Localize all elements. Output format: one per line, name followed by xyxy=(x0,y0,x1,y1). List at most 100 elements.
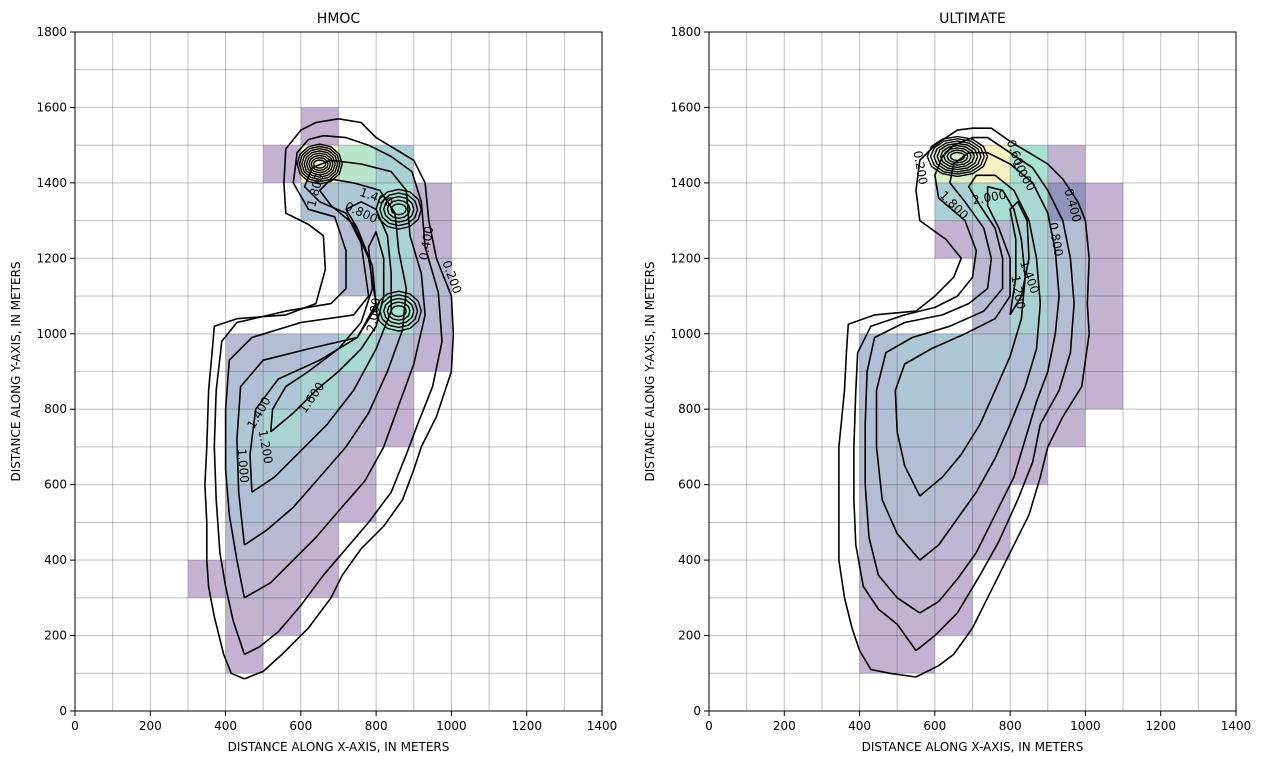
contour-line-peak xyxy=(301,147,339,181)
x-tick-label: 400 xyxy=(848,719,871,733)
concentration-cell xyxy=(300,446,339,485)
concentration-cell xyxy=(897,371,935,410)
concentration-cell xyxy=(897,560,935,598)
concentration-cell xyxy=(1010,333,1048,372)
concentration-cell xyxy=(1047,296,1086,334)
contour-line-peak xyxy=(390,304,407,318)
concentration-cell xyxy=(300,522,339,561)
x-tick-label: 1000 xyxy=(1070,719,1101,733)
concentration-cell xyxy=(300,107,339,146)
contour-line xyxy=(838,127,1090,678)
contour-line-peak xyxy=(375,188,422,230)
contour-line-peak xyxy=(379,294,419,329)
contour-label: 1.200 xyxy=(256,429,276,465)
concentration-cell xyxy=(300,409,339,447)
contour-line-peak xyxy=(308,154,332,174)
concentration-cell xyxy=(859,597,898,636)
x-tick-label: 800 xyxy=(999,719,1022,733)
concentration-cell xyxy=(1047,258,1086,297)
concentration-cell xyxy=(338,446,377,485)
concentration-cell xyxy=(1085,296,1124,334)
contour-line-peak xyxy=(386,301,411,321)
contour-line-peak xyxy=(949,151,966,162)
concentration-cell xyxy=(1047,145,1086,183)
concentration-cell xyxy=(376,371,414,410)
concentration-cells xyxy=(187,107,452,674)
concentration-cell xyxy=(225,560,264,598)
y-tick-label: 1400 xyxy=(670,176,701,190)
concentration-cell xyxy=(934,409,973,447)
concentration-cell xyxy=(263,409,301,447)
x-axis-label: DISTANCE ALONG X-AXIS, IN METERS xyxy=(228,740,450,754)
contour-label: 1.200 xyxy=(1008,274,1028,310)
concentration-cell xyxy=(897,409,935,447)
contour-lines xyxy=(204,118,455,680)
contour-line-peak xyxy=(939,144,976,169)
x-tick-label: 0 xyxy=(705,719,713,733)
concentration-cell xyxy=(897,333,935,372)
x-axis-label: DISTANCE ALONG X-AXIS, IN METERS xyxy=(862,740,1084,754)
concentration-cell xyxy=(1085,258,1124,297)
contour-line xyxy=(875,174,1042,561)
x-tick-label: 1400 xyxy=(1221,719,1252,733)
concentration-cell xyxy=(1010,296,1048,334)
y-tick-label: 1800 xyxy=(670,25,701,39)
contour-line-peak xyxy=(375,290,422,332)
contour-line-peak xyxy=(943,147,972,166)
concentration-cell xyxy=(1085,371,1124,410)
y-tick-label: 1600 xyxy=(670,100,701,114)
concentration-cell xyxy=(859,522,898,561)
axes-frame xyxy=(74,31,603,712)
x-tick-label: 0 xyxy=(71,719,79,733)
contour-label: 1.000 xyxy=(235,448,252,483)
concentration-cell xyxy=(225,371,264,410)
y-ticks: 0 200 400 600 800 1000 1200 1400 1600 1800 xyxy=(36,25,75,718)
x-ticks: 0 200 400 600 800 1000 1200 1400 xyxy=(71,711,617,733)
concentration-cell xyxy=(225,597,264,636)
concentration-cell xyxy=(1085,333,1124,372)
y-tick-label: 1000 xyxy=(670,327,701,341)
x-tick-label: 600 xyxy=(923,719,946,733)
concentration-cell xyxy=(972,371,1011,410)
y-tick-label: 0 xyxy=(693,704,701,718)
concentration-cell xyxy=(1010,446,1048,485)
chart-title: ULTIMATE xyxy=(939,11,1006,27)
x-tick-label: 1400 xyxy=(587,719,618,733)
concentration-cell xyxy=(972,220,1011,259)
concentration-cell xyxy=(225,446,264,485)
concentration-cell xyxy=(413,258,452,297)
y-axis-label: DISTANCE ALONG Y-AXIS, IN METERS xyxy=(643,261,657,481)
contour-labels: 0.2000.4000.8001.0000.6001.4001.2002.000… xyxy=(910,138,1084,311)
contour-line-peak xyxy=(312,159,327,169)
concentration-cell xyxy=(338,182,377,221)
concentration-cell xyxy=(1085,182,1124,221)
concentration-cell xyxy=(1010,145,1048,183)
concentration-cell xyxy=(934,220,973,259)
contour-line-peak xyxy=(305,152,334,176)
grid-lines xyxy=(709,32,1236,711)
x-tick-label: 200 xyxy=(773,719,796,733)
contour-line xyxy=(204,118,455,680)
x-tick-label: 1200 xyxy=(511,719,542,733)
concentration-cell xyxy=(897,484,935,523)
contour-line xyxy=(864,151,1060,614)
y-tick-label: 200 xyxy=(678,629,701,643)
concentration-cell xyxy=(859,635,898,674)
contour-label: 0.200 xyxy=(910,150,930,186)
x-ticks: 0 200 400 600 800 1000 1200 1400 xyxy=(705,711,1251,733)
contour-label: 0.800 xyxy=(1046,221,1066,257)
contour-label: 0.400 xyxy=(417,225,437,261)
concentration-cell xyxy=(897,597,935,636)
concentration-cell xyxy=(859,333,898,372)
contour-line-peak xyxy=(382,297,415,325)
concentration-cell xyxy=(1047,409,1086,447)
concentration-cell xyxy=(225,333,264,372)
y-tick-label: 400 xyxy=(678,553,701,567)
axes-frame xyxy=(708,31,1237,712)
contour-line xyxy=(1009,201,1030,316)
concentration-cell xyxy=(934,484,973,523)
y-tick-label: 1400 xyxy=(36,176,67,190)
